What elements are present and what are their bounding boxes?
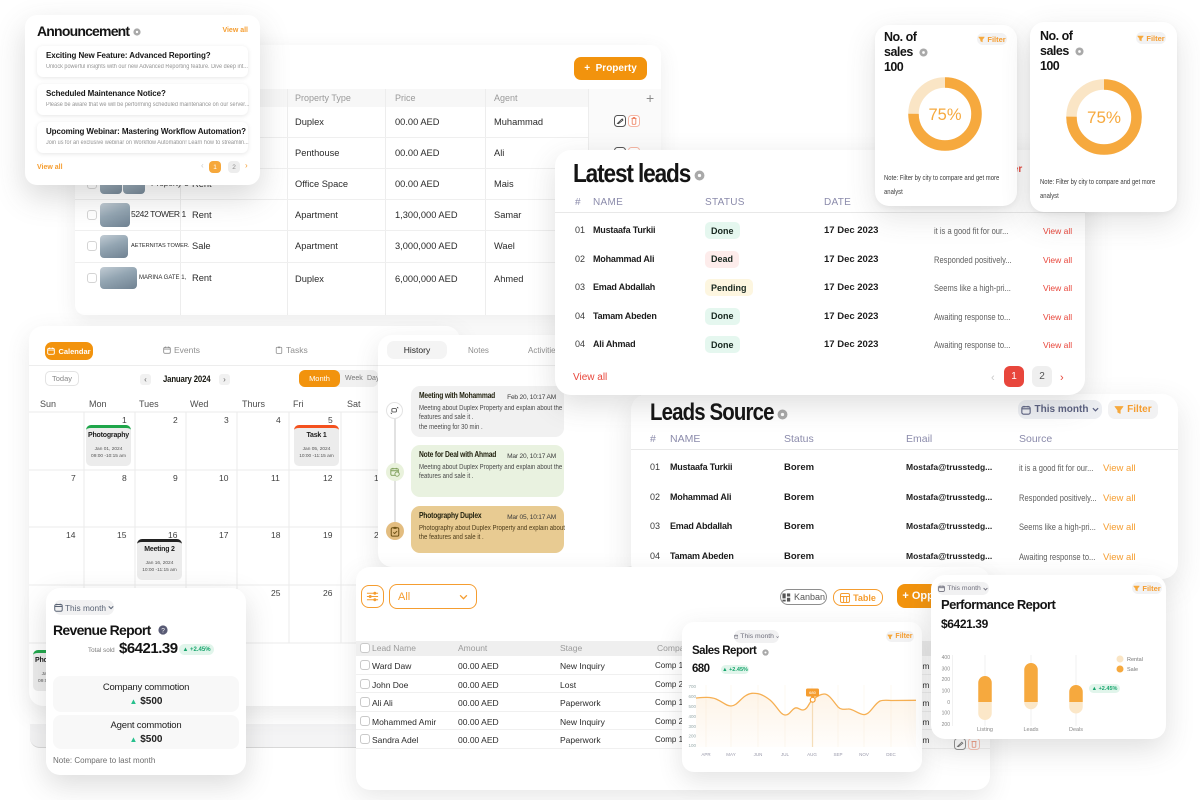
svg-text:Leads: Leads	[1024, 727, 1039, 733]
svg-text:APR: APR	[701, 752, 711, 757]
svg-text:DEC: DEC	[886, 752, 896, 757]
svg-text:Sale: Sale	[1127, 667, 1138, 673]
svg-text:100: 100	[688, 743, 696, 748]
svg-text:Rental: Rental	[1127, 657, 1143, 663]
svg-text:400: 400	[942, 655, 951, 661]
svg-text:600: 600	[688, 694, 696, 699]
svg-text:NOV: NOV	[859, 752, 869, 757]
svg-text:JUL: JUL	[781, 752, 789, 757]
svg-text:AUG: AUG	[807, 752, 817, 757]
svg-text:JUN: JUN	[754, 752, 763, 757]
svg-text:MAY: MAY	[726, 752, 735, 757]
svg-text:400: 400	[688, 714, 696, 719]
svg-text:Deals: Deals	[1069, 727, 1083, 733]
svg-text:0: 0	[947, 700, 950, 706]
svg-text:680: 680	[809, 690, 816, 695]
svg-text:100: 100	[942, 689, 951, 695]
svg-text:700: 700	[688, 684, 696, 689]
svg-text:100: 100	[942, 710, 951, 716]
svg-text:200: 200	[942, 677, 951, 683]
svg-text:500: 500	[688, 704, 696, 709]
svg-text:Listing: Listing	[977, 727, 993, 733]
svg-text:75%: 75%	[1087, 108, 1121, 127]
svg-text:200: 200	[688, 734, 696, 739]
svg-text:300: 300	[942, 667, 951, 673]
svg-text:300: 300	[688, 724, 696, 729]
svg-text:75%: 75%	[928, 106, 961, 124]
svg-text:?: ?	[161, 627, 165, 634]
svg-text:200: 200	[942, 722, 951, 728]
svg-text:SEP: SEP	[833, 752, 842, 757]
